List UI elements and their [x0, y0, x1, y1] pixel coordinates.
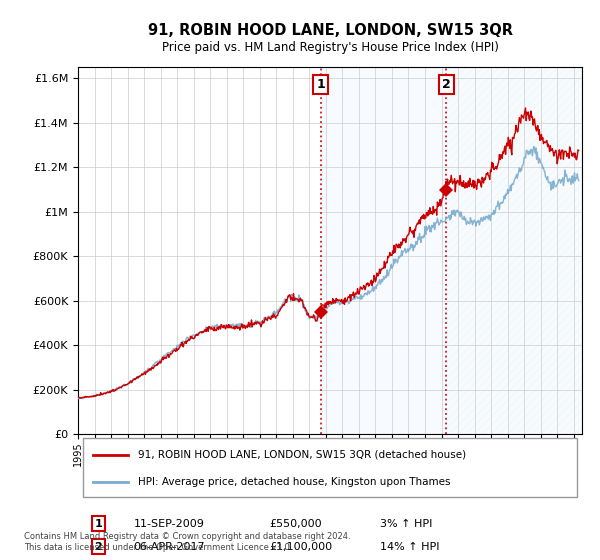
Text: 91, ROBIN HOOD LANE, LONDON, SW15 3QR: 91, ROBIN HOOD LANE, LONDON, SW15 3QR [148, 24, 512, 38]
Text: £550,000: £550,000 [269, 519, 322, 529]
Text: 1: 1 [317, 78, 325, 91]
Text: 3% ↑ HPI: 3% ↑ HPI [380, 519, 433, 529]
FancyBboxPatch shape [83, 437, 577, 497]
Text: Price paid vs. HM Land Registry's House Price Index (HPI): Price paid vs. HM Land Registry's House … [161, 41, 499, 54]
Text: £1,100,000: £1,100,000 [269, 542, 332, 552]
Text: 1: 1 [94, 519, 102, 529]
Text: 2: 2 [94, 542, 102, 552]
Bar [321, 67, 446, 434]
Text: 2: 2 [442, 78, 451, 91]
Text: Contains HM Land Registry data © Crown copyright and database right 2024.
This d: Contains HM Land Registry data © Crown c… [24, 532, 350, 552]
Text: 91, ROBIN HOOD LANE, LONDON, SW15 3QR (detached house): 91, ROBIN HOOD LANE, LONDON, SW15 3QR (d… [139, 450, 467, 460]
Text: 14% ↑ HPI: 14% ↑ HPI [380, 542, 440, 552]
Text: 06-APR-2017: 06-APR-2017 [133, 542, 205, 552]
Text: 11-SEP-2009: 11-SEP-2009 [133, 519, 205, 529]
Text: HPI: Average price, detached house, Kingston upon Thames: HPI: Average price, detached house, King… [139, 477, 451, 487]
Bar [446, 67, 582, 434]
